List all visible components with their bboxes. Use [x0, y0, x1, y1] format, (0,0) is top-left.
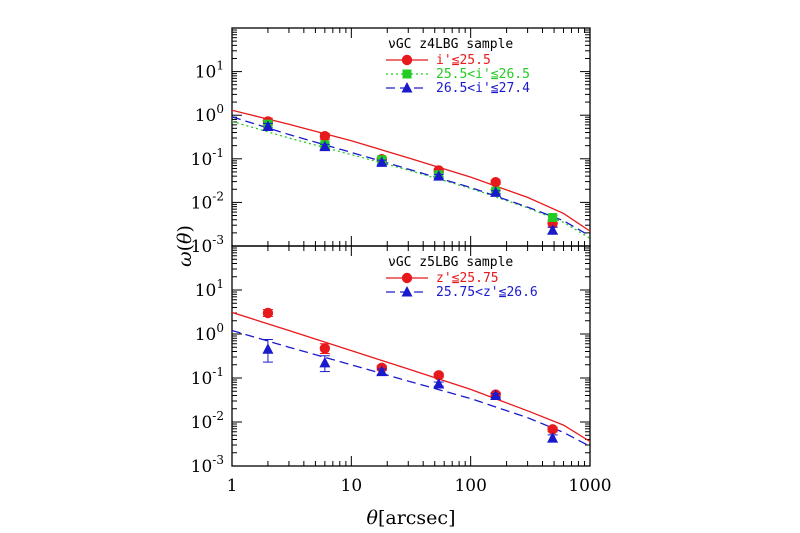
data-point	[376, 365, 388, 377]
y-tick-label: 101	[195, 277, 224, 301]
x-tick-label: 10	[341, 476, 363, 496]
data-point	[490, 186, 502, 197]
model-curve	[232, 329, 590, 447]
model-curve	[232, 311, 590, 443]
y-tick-label: 100	[195, 321, 224, 345]
y-tick-label: 10-2	[191, 409, 224, 433]
data-point	[433, 378, 445, 389]
data-point	[547, 432, 559, 443]
data-point	[490, 389, 502, 401]
data-point	[433, 370, 444, 381]
y-tick-label: 10-3	[191, 453, 224, 477]
y-tick-label: 10-2	[191, 189, 224, 213]
data-point	[319, 130, 331, 142]
panel-top: 101 100 10-1 10-2 10-3 νGC z4LBG samplei'≦25.…	[191, 27, 591, 257]
data-point	[319, 356, 331, 368]
data-point	[547, 424, 558, 435]
data-point	[262, 343, 274, 354]
y-tick-label: 100	[195, 102, 224, 126]
data-point	[376, 156, 388, 167]
legend-entry: 25.5<i'≦26.5	[436, 67, 530, 82]
legend-entry: i'≦25.5	[436, 53, 491, 68]
data-point	[548, 213, 558, 223]
plot-frame	[231, 245, 591, 467]
y-tick-label: 101	[195, 59, 224, 83]
data-point	[319, 343, 331, 354]
y-tick-label: 10-1	[191, 146, 224, 170]
data-point	[547, 224, 559, 235]
legend-title: νGC z4LBG sample	[388, 37, 513, 52]
x-axis-label: θ[arcsec]	[367, 507, 456, 529]
x-tick-label: 1000	[568, 476, 611, 496]
data-point	[319, 140, 331, 152]
legend-entry: 26.5<i'≦27.4	[436, 81, 530, 96]
y-axis-label: ω(θ)	[174, 225, 196, 267]
data-point	[262, 307, 274, 319]
data-point	[433, 170, 445, 181]
legend-marker	[401, 82, 413, 93]
legend-marker	[401, 286, 413, 297]
y-tick-label: 10-1	[191, 365, 224, 389]
legend-marker	[401, 54, 413, 66]
legend-marker	[402, 69, 412, 79]
data-point	[490, 177, 501, 188]
legend-title: νGC z5LBG sample	[388, 255, 513, 270]
legend-entry: z'≦25.75	[436, 271, 499, 286]
x-tick-label: 1	[227, 476, 238, 496]
model-curve	[232, 120, 590, 239]
y-tick-label: 10-3	[191, 233, 224, 257]
data-point	[262, 120, 274, 132]
model-curve	[232, 116, 590, 237]
x-tick-label: 100	[454, 476, 486, 496]
legend-marker	[401, 272, 413, 284]
legend-entry: 25.75<z'≦26.6	[436, 285, 538, 300]
panel-bottom: 101 100 10-1 10-2 10-31 10 100 1000 νGC z5LBG sa…	[191, 245, 612, 496]
